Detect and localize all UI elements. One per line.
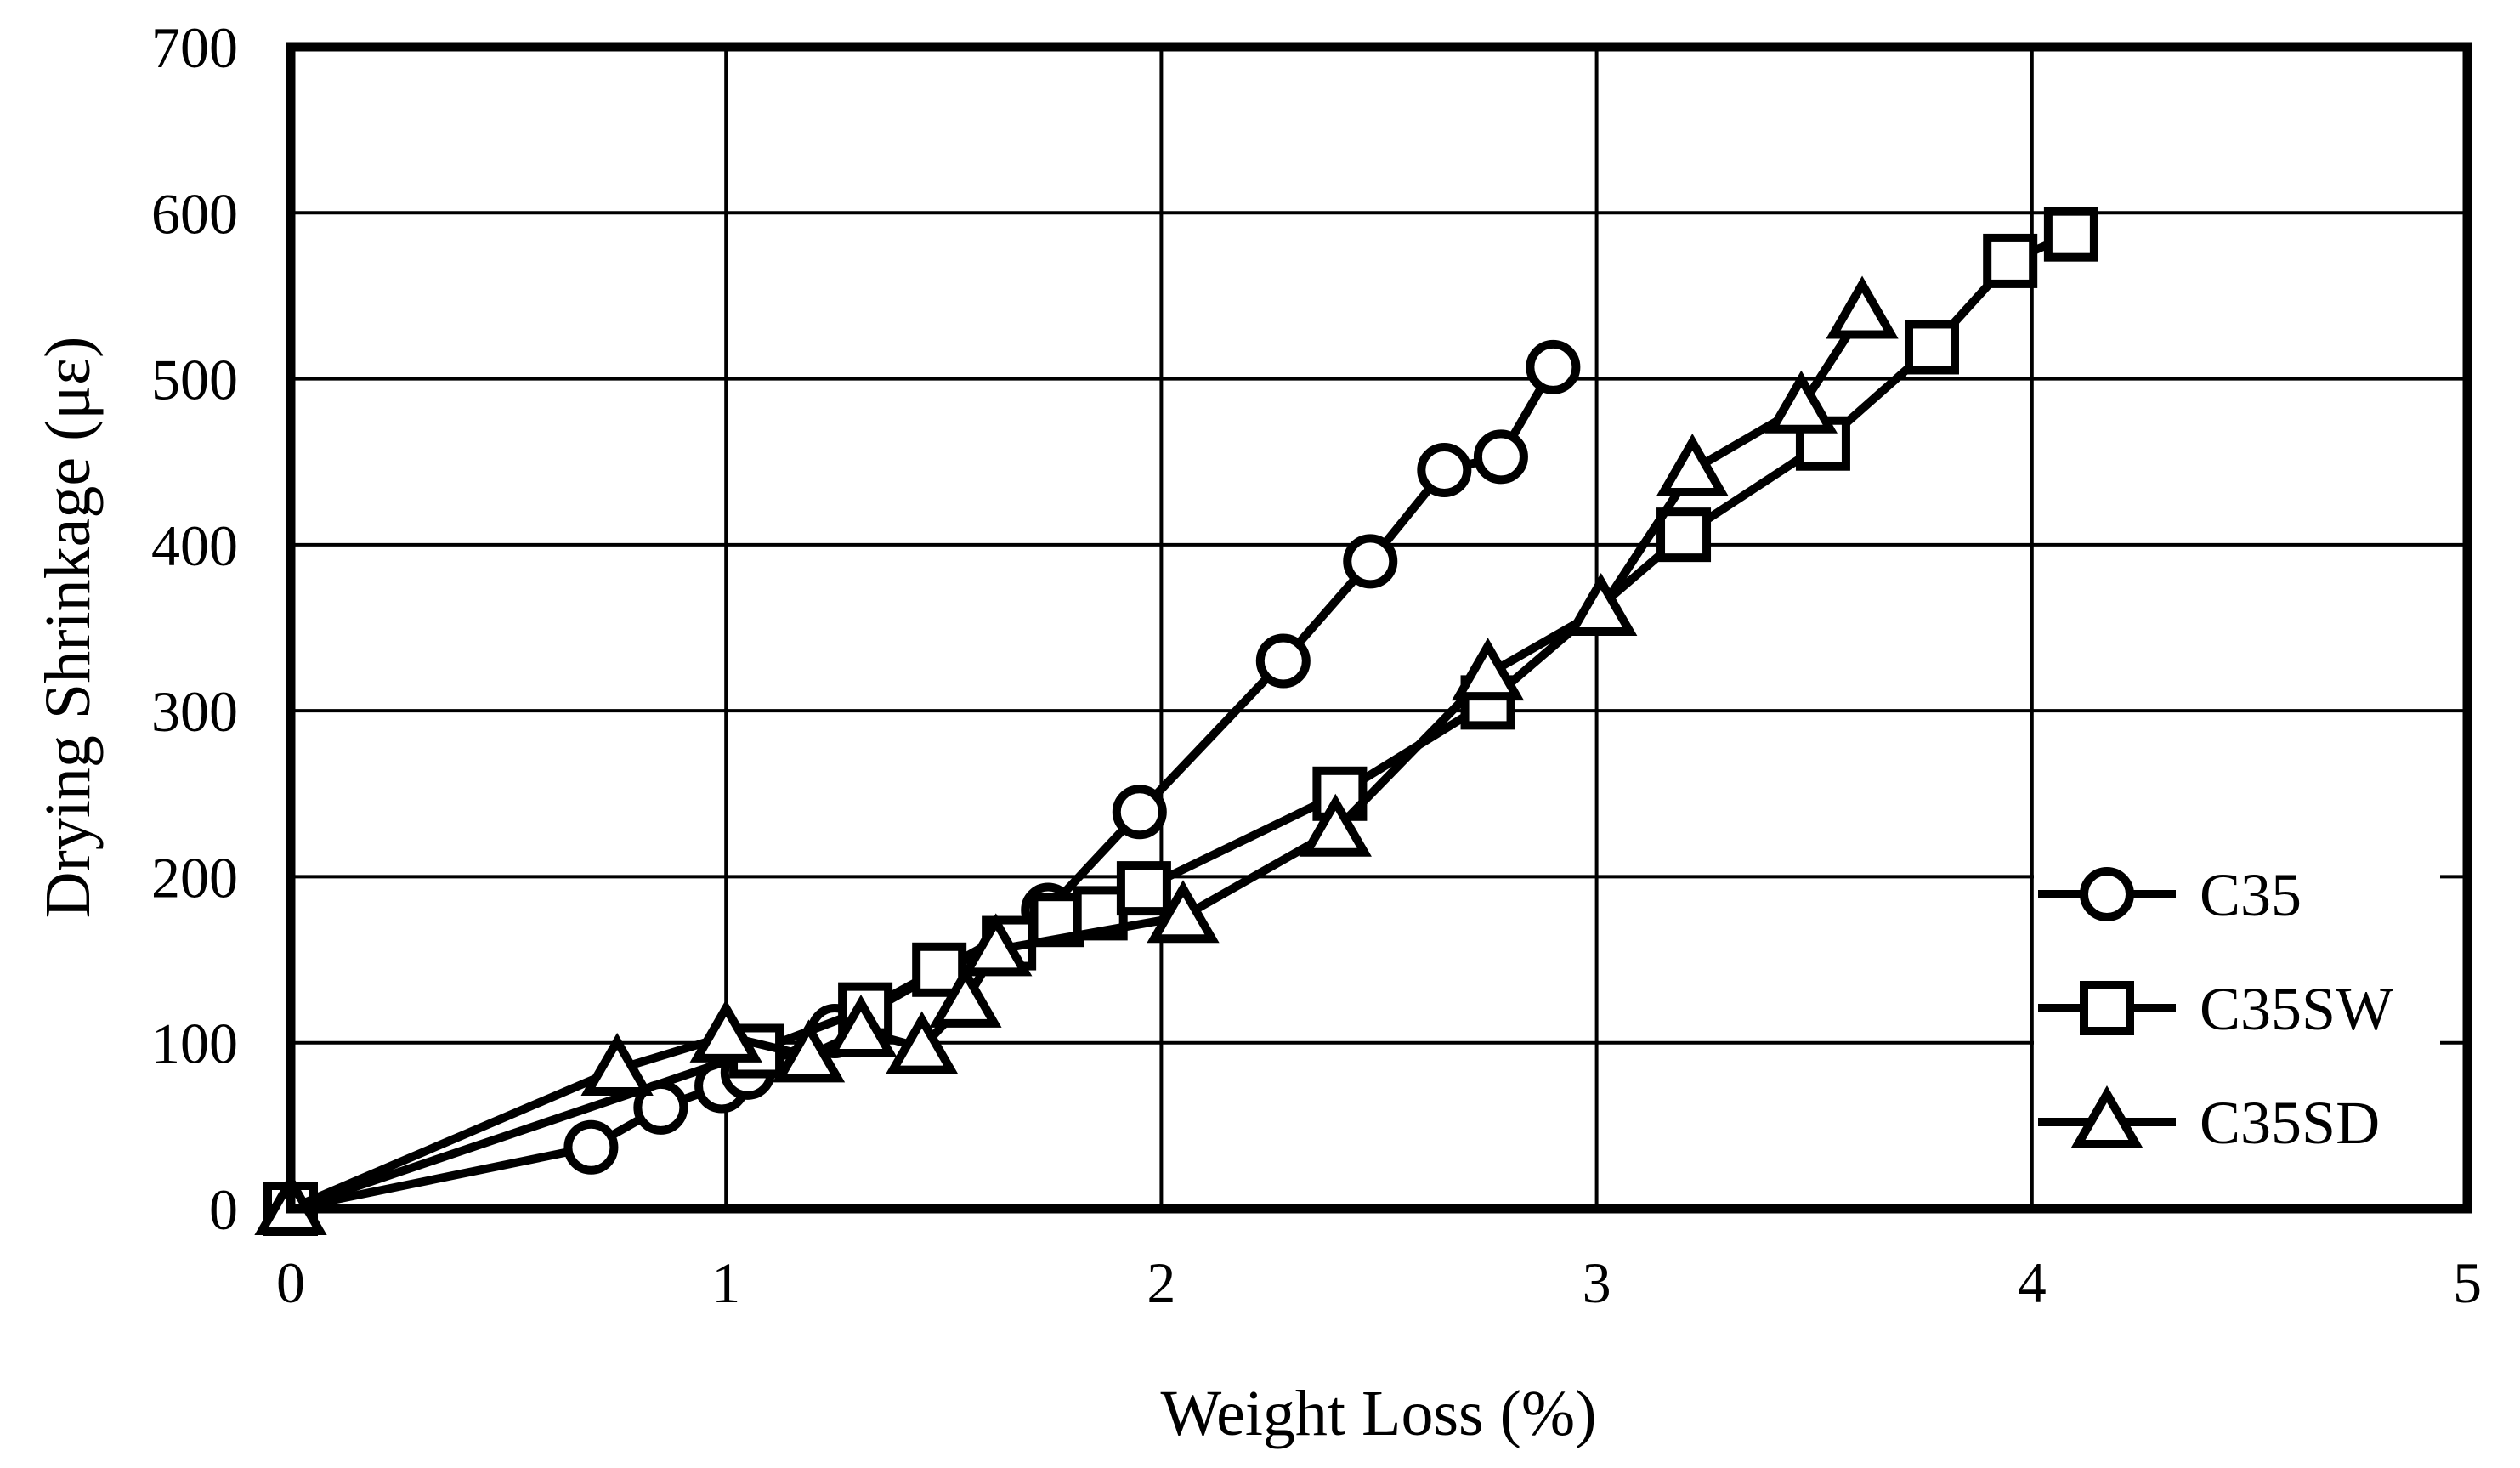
series-line-c35sd <box>289 309 1866 1213</box>
marker-c35sw-14 <box>2043 207 2098 262</box>
marker-c35sd-7 <box>960 913 1033 977</box>
marker-c35sd-8 <box>1147 880 1220 944</box>
marker-c35-11 <box>1473 429 1528 485</box>
marker-c35sd-2 <box>689 999 762 1063</box>
x-tick-label-4: 4 <box>2018 1250 2047 1315</box>
legend-marker-c35sd <box>2070 1085 2143 1148</box>
grid-layer <box>291 47 2467 1209</box>
tick-labels: 0 1 2 3 4 5 0 100 200 300 400 500 600 700 <box>151 15 2482 1315</box>
series-layer <box>254 207 2098 1236</box>
legend-item-c35: C35 <box>2038 861 2302 929</box>
x-tick-label-3: 3 <box>1583 1250 1611 1315</box>
legend-marker-c35 <box>2080 867 2134 921</box>
marker-c35-8 <box>1255 633 1311 689</box>
legend-label-c35sd: C35SD <box>2200 1089 2380 1157</box>
y-axis-title: Drying Shrinkage (με) <box>32 337 104 919</box>
y-tick-label-600: 600 <box>151 181 238 246</box>
legend: C35 C35SW C35SD <box>2034 853 2440 1184</box>
y-tick-label-400: 400 <box>151 513 238 578</box>
marker-c35sd-5 <box>886 1011 959 1074</box>
y-tick-label-700: 700 <box>151 15 238 80</box>
legend-label-c35sw: C35SW <box>2200 975 2393 1043</box>
marker-c35sw-12 <box>1904 320 1959 375</box>
y-tick-label-200: 200 <box>151 845 238 910</box>
marker-c35sw-10 <box>1656 507 1712 563</box>
marker-c35sd-13 <box>1764 370 1838 434</box>
marker-c35sd-6 <box>929 964 1002 1028</box>
marker-c35sd-1 <box>580 1032 654 1096</box>
legend-item-c35sw: C35SW <box>2038 975 2393 1043</box>
x-tick-label-2: 2 <box>1147 1250 1175 1315</box>
marker-c35sd-10 <box>1451 638 1525 701</box>
marker-c35sw-13 <box>1983 233 2038 288</box>
x-tick-label-5: 5 <box>2453 1250 2482 1315</box>
legend-marker-c35sw <box>2080 981 2134 1035</box>
marker-c35sd-9 <box>1299 793 1372 857</box>
marker-c35-10 <box>1417 442 1472 497</box>
legend-label-c35: C35 <box>2200 861 2302 929</box>
marker-c35sd-14 <box>1826 275 1899 339</box>
y-tick-label-100: 100 <box>151 1012 238 1076</box>
marker-c35-9 <box>1343 534 1398 589</box>
y-tick-label-300: 300 <box>151 679 238 744</box>
x-tick-label-0: 0 <box>276 1250 305 1315</box>
plot-border <box>286 42 2472 1214</box>
x-tick-label-1: 1 <box>711 1250 740 1315</box>
marker-c35sw-7 <box>1116 861 1171 916</box>
marker-c35-12 <box>1526 339 1581 394</box>
marker-c35sd-12 <box>1656 433 1729 496</box>
marker-c35-1 <box>563 1119 619 1175</box>
marker-c35sd-3 <box>772 1019 846 1083</box>
legend-item-c35sd: C35SD <box>2038 1085 2380 1157</box>
y-tick-label-0: 0 <box>209 1177 238 1242</box>
marker-c35sd-4 <box>824 995 898 1058</box>
marker-c35sd-11 <box>1565 573 1638 637</box>
x-axis-title: Weight Loss (%) <box>1160 1378 1596 1449</box>
y-tick-label-500: 500 <box>151 348 238 412</box>
marker-c35-7 <box>1112 785 1167 840</box>
